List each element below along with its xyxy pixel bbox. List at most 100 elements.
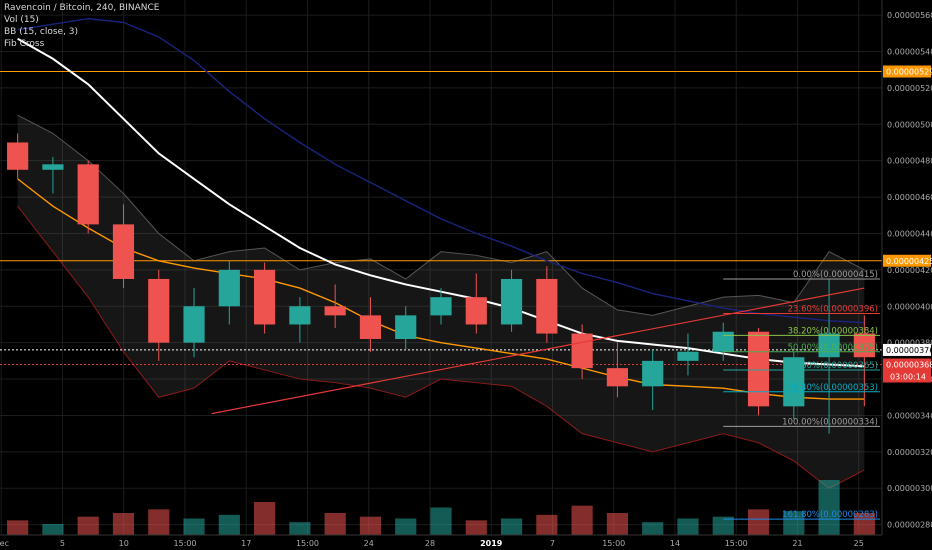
- moving-average-line: [17, 18, 865, 324]
- volume-bar: [218, 514, 240, 535]
- y-tick-label: 0.00000280: [887, 521, 932, 530]
- volume-bar: [395, 518, 417, 535]
- fib-level-label: 100.00%(0.00000334): [782, 417, 878, 427]
- x-tick-label: 15:00: [725, 539, 748, 548]
- candle-body: [7, 142, 29, 170]
- candle-body: [430, 297, 452, 316]
- candle-body: [359, 315, 382, 340]
- volume-bar: [289, 522, 311, 535]
- volume-bar: [148, 509, 170, 535]
- candle-body: [677, 351, 699, 361]
- fib-level-label: 61.80%(0.00000365): [788, 361, 878, 371]
- volume-bar: [465, 520, 487, 535]
- candle-body: [77, 164, 99, 225]
- y-tick-label: 0.00000420: [887, 266, 932, 275]
- y-tick-label: 0.00000500: [887, 120, 932, 129]
- price-level-tag-label: 0.00000425: [886, 257, 932, 266]
- candle-body: [747, 331, 770, 407]
- bollinger-lower: [17, 205, 865, 489]
- y-tick-label: 0.00000480: [887, 157, 932, 166]
- y-tick-label: 0.00000380: [887, 339, 932, 348]
- price-level-tag: [883, 343, 931, 356]
- x-tick-label: 21: [792, 539, 802, 548]
- price-level-tag-label: 0.00000376: [886, 346, 932, 355]
- x-tick-label: 2019: [480, 539, 503, 548]
- volume-bar: [747, 509, 770, 535]
- fib-indicator-label: Fib Cross: [4, 39, 45, 49]
- y-tick-label: 0.00000300: [887, 484, 932, 493]
- candle-body: [183, 306, 205, 343]
- candle-body: [218, 269, 240, 307]
- volume-bar: [712, 516, 734, 535]
- volume-bar: [77, 516, 99, 535]
- candle-body: [536, 278, 558, 334]
- bollinger-upper: [17, 114, 865, 316]
- candle-body: [148, 278, 170, 343]
- x-tick-label: 15:00: [602, 539, 625, 548]
- candle-body: [42, 164, 64, 170]
- x-tick-label: 5: [60, 539, 65, 548]
- countdown-label: 03:00:14: [890, 372, 926, 381]
- volume-bar: [677, 518, 699, 535]
- volume-bar: [571, 505, 593, 535]
- candle-body: [642, 360, 664, 387]
- symbol-title: Ravencoin / Bitcoin, 240, BINANCE: [4, 3, 160, 13]
- x-tick-label: 14: [670, 539, 680, 548]
- y-tick-label: 0.00000320: [887, 448, 932, 457]
- volume-bar: [818, 480, 840, 535]
- volume-bar: [324, 513, 346, 535]
- volume-bar: [183, 518, 205, 535]
- candle-body: [712, 331, 734, 352]
- fib-level-label: 76.40%(0.00000353): [788, 383, 878, 393]
- price-level-tag: [883, 65, 931, 78]
- volume-bar: [112, 513, 135, 535]
- chart-legend: Ravencoin / Bitcoin, 240, BINANCE Vol (1…: [4, 2, 159, 50]
- y-tick-label: 0.00000540: [887, 47, 932, 56]
- time-axis[interactable]: [0, 535, 932, 550]
- candle-body: [254, 269, 276, 325]
- moving-average-line: [17, 178, 865, 400]
- trend-line[interactable]: [211, 287, 865, 415]
- fib-level-label: 50.00%(0.00000375): [788, 343, 878, 353]
- y-tick-label: 0.00000340: [887, 411, 932, 420]
- candle-body: [465, 297, 487, 325]
- y-tick-label: 0.00000520: [887, 84, 932, 93]
- volume-bar: [359, 516, 382, 535]
- candle-body: [112, 224, 135, 279]
- vol-indicator-label: Vol (15): [4, 15, 39, 25]
- price-level-tag: [883, 254, 931, 267]
- x-tick-label: 7: [550, 539, 555, 548]
- candle-body: [289, 306, 311, 325]
- x-tick-label: 10: [119, 539, 129, 548]
- volume-bar: [500, 518, 523, 535]
- x-tick-label: 24: [364, 539, 374, 548]
- y-tick-label: 0.00000400: [887, 302, 932, 311]
- price-level-tag-label: 0.00000529: [886, 68, 932, 77]
- volume-bar: [42, 524, 64, 535]
- candle-body: [500, 278, 523, 325]
- fib-level-label: 38.20%(0.00000384): [788, 326, 878, 336]
- price-axis[interactable]: [882, 0, 932, 550]
- x-tick-label: 25: [854, 539, 864, 548]
- price-level-tag: [883, 358, 931, 371]
- price-level-tag-label: 0.00000368: [886, 360, 932, 369]
- volume-bar: [606, 513, 628, 535]
- fib-level-label: 161.80%(0.00000283): [782, 510, 878, 520]
- fib-level-label: 23.60%(0.00000396): [788, 305, 878, 315]
- y-tick-label: 0.00000460: [887, 193, 932, 202]
- countdown-tag: [883, 370, 931, 383]
- volume-bar: [254, 502, 276, 535]
- x-tick-label: 28: [425, 539, 435, 548]
- volume-bar: [7, 520, 29, 535]
- volume-bar: [853, 513, 875, 535]
- candle-body: [606, 368, 628, 387]
- volume-bar: [430, 507, 452, 535]
- x-tick-label: Dec: [0, 539, 9, 548]
- y-tick-label: 0.00000560: [887, 11, 932, 20]
- fib-level-label: 0.00%(0.00000415): [793, 270, 878, 280]
- volume-bar: [642, 522, 664, 535]
- x-tick-label: 15:00: [173, 539, 196, 548]
- x-tick-label: 17: [241, 539, 251, 548]
